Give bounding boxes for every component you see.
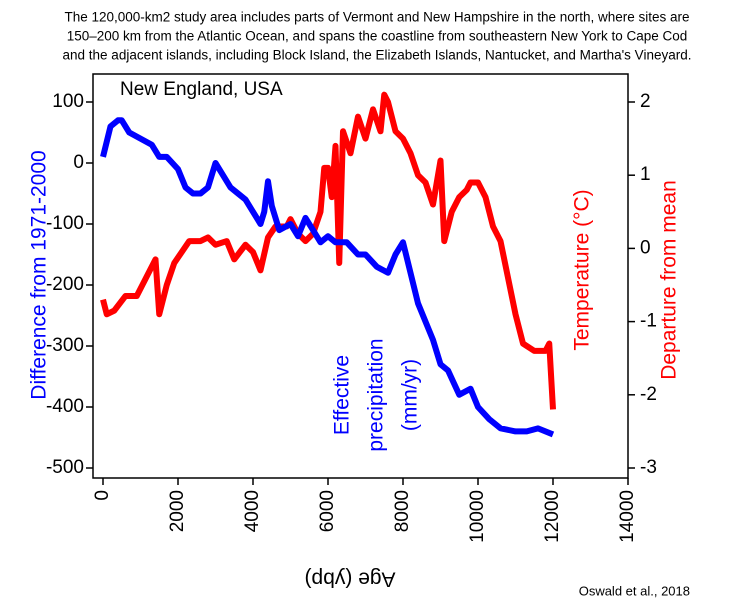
x-tick-label: 12000 <box>542 490 563 543</box>
y2-tick-label: -1 <box>640 311 657 332</box>
y2-tick-label: 1 <box>640 164 651 185</box>
x-tick-label: 6000 <box>317 490 338 532</box>
y2-tick-label: -3 <box>640 457 657 478</box>
y2-tick-label: 2 <box>640 91 651 112</box>
y-tick-label: 100 <box>52 91 84 112</box>
x-tick-label: 10000 <box>467 490 488 543</box>
y2-axis-label: Departure from mean <box>658 180 681 380</box>
series-line <box>100 117 555 438</box>
chart-title: New England, USA <box>120 79 283 100</box>
y-axis-label: Difference from 1971-2000 <box>28 150 51 399</box>
annotation: precipitation <box>365 338 388 451</box>
x-tick-label: 4000 <box>242 490 263 532</box>
y-tick-label: 0 <box>73 152 84 173</box>
caption: 150–200 km from the Atlantic Ocean, and … <box>67 29 688 44</box>
x-tick-label: 14000 <box>617 490 638 543</box>
plot-frame <box>92 73 629 479</box>
y2-tick-label: -2 <box>640 384 657 405</box>
y-tick-label: -400 <box>46 396 84 417</box>
annotation: Effective <box>331 355 354 435</box>
y2-axis-label: Temperature (°C) <box>571 189 594 350</box>
caption: and the adjacent islands, including Bloc… <box>63 48 692 63</box>
x-axis-label: Age (ybp) <box>304 567 395 590</box>
y-tick-label: -500 <box>46 457 84 478</box>
source: Oswald et al., 2018 <box>579 583 690 598</box>
y-tick-label: -200 <box>46 274 84 295</box>
y2-tick-label: 0 <box>640 237 651 258</box>
x-tick-label: 8000 <box>392 490 413 532</box>
caption: The 120,000-km2 study area includes part… <box>64 10 689 25</box>
y-tick-label: -100 <box>46 213 84 234</box>
x-tick-label: 2000 <box>167 490 188 532</box>
annotation: (mm/yr) <box>399 359 422 431</box>
series-line <box>100 91 556 410</box>
x-tick-label: 0 <box>92 490 113 501</box>
y-tick-label: -300 <box>46 335 84 356</box>
